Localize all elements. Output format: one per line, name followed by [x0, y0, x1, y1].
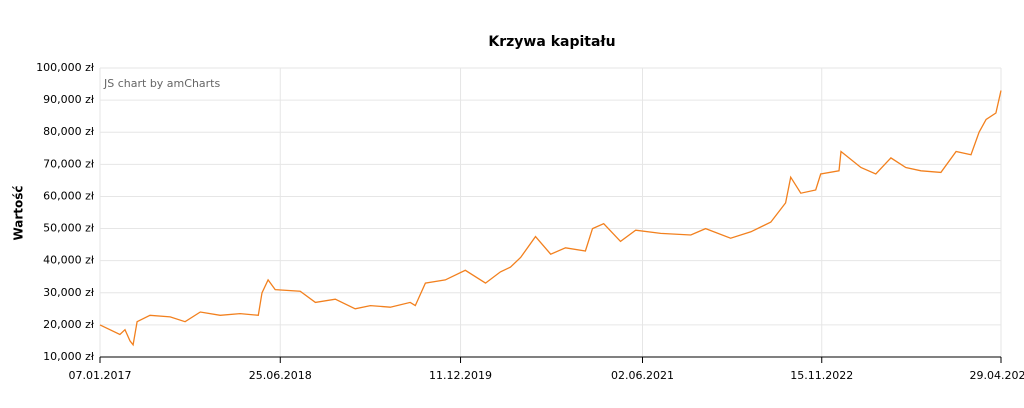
- x-tick-label: 29.04.2024: [970, 369, 1024, 382]
- y-tick-label: 80,000 zł: [43, 125, 95, 138]
- y-tick-label: 70,000 zł: [43, 157, 95, 170]
- y-tick-label: 30,000 zł: [43, 286, 95, 299]
- credit: JS chart by amCharts: [103, 77, 220, 90]
- x-tick-label: 07.01.2017: [69, 369, 132, 382]
- x-tick-label: 02.06.2021: [611, 369, 674, 382]
- y-axis-label: Wartość: [12, 185, 26, 240]
- y-tick-label: 100,000 zł: [36, 61, 95, 74]
- y-tick-label: 60,000 zł: [43, 189, 95, 202]
- equity-line: [99, 90, 1002, 347]
- x-tick-label: 11.12.2019: [429, 369, 492, 382]
- y-tick-label: 40,000 zł: [43, 254, 95, 267]
- y-tick-label: 50,000 zł: [43, 222, 95, 235]
- y-tick-label: 90,000 zł: [43, 93, 95, 106]
- y-tick-label: 10,000 zł: [43, 350, 95, 363]
- x-tick-label: 25.06.2018: [249, 369, 312, 382]
- x-tick-label: 15.11.2022: [790, 369, 853, 382]
- y-tick-label: 20,000 zł: [43, 318, 95, 331]
- chart-title: Krzywa kapitału: [488, 34, 615, 50]
